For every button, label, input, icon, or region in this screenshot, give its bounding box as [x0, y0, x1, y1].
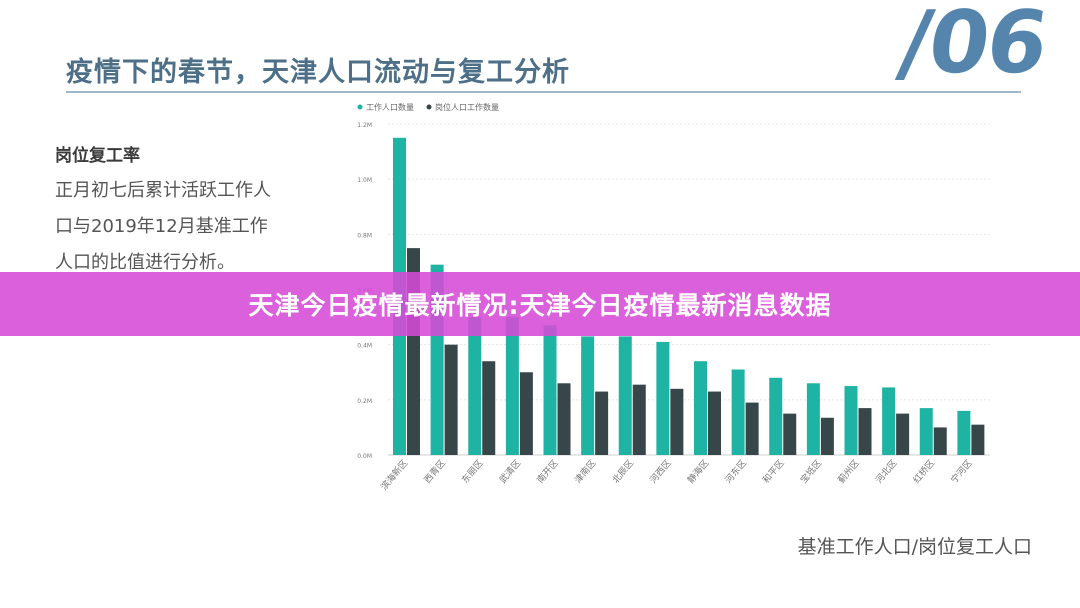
y-tick-label: 1.2M [357, 122, 372, 129]
y-tick-label: 0.4M [357, 343, 372, 350]
legend-marker [357, 104, 363, 110]
x-tick-label: 东丽区 [459, 457, 486, 485]
y-tick-label: 0.2M [357, 398, 372, 405]
bar [444, 344, 458, 455]
bar [745, 402, 759, 455]
bar [632, 384, 646, 455]
bar [769, 377, 783, 455]
bar [957, 410, 971, 455]
bar [694, 361, 707, 455]
bar [505, 317, 519, 455]
title-divider [66, 91, 1021, 93]
headline-banner-text: 天津今日疫情最新情况:天津今日疫情最新消息数据 [248, 291, 832, 320]
bar [581, 336, 595, 455]
y-tick-label: 1.0M [357, 177, 372, 184]
bar [783, 413, 797, 455]
bar [896, 413, 910, 455]
bar [482, 361, 496, 455]
x-tick-label: 北辰区 [610, 458, 636, 486]
bar [844, 386, 858, 455]
bar [595, 391, 609, 455]
bar [820, 417, 834, 455]
bar [618, 336, 632, 455]
y-tick-label: 0.8M [357, 232, 372, 239]
legend-marker [426, 104, 432, 110]
x-tick-label: 静海区 [685, 457, 712, 485]
bar [919, 408, 933, 455]
bar [708, 391, 721, 455]
bar [858, 408, 872, 455]
bar [882, 387, 896, 455]
x-tick-label: 西青区 [421, 457, 448, 485]
bar [656, 341, 670, 455]
y-tick-label: 0.0M [357, 453, 372, 460]
x-tick-label: 滨海新区 [378, 457, 410, 492]
legend-label: 工作人口数量 [366, 102, 414, 112]
bar [670, 388, 684, 455]
x-tick-label: 宝坻区 [798, 457, 825, 485]
side-description-line: 人口的比值进行分析。 [55, 252, 235, 273]
side-description-line: 口与2019年12月基准工作 [55, 216, 268, 237]
x-tick-label: 宁河区 [948, 457, 975, 485]
headline-banner: 天津今日疫情最新情况:天津今日疫情最新消息数据 [0, 272, 1080, 336]
bar [557, 383, 571, 455]
x-tick-label: 津南区 [572, 457, 599, 485]
x-tick-label: 和平区 [761, 458, 787, 486]
x-tick-label: 河西区 [647, 457, 674, 485]
x-tick-label: 红桥区 [910, 457, 937, 485]
x-tick-label: 河东区 [722, 457, 749, 485]
x-tick-label: 南开区 [534, 457, 561, 485]
bar [543, 325, 557, 455]
chart-footnote: 基准工作人口/岗位复工人口 [797, 536, 1032, 558]
bar [731, 369, 745, 455]
x-tick-label: 武清区 [497, 457, 524, 485]
x-tick-label: 河北区 [873, 457, 900, 485]
slide-title: 疫情下的春节，天津人口流动与复工分析 [66, 57, 570, 88]
bar [519, 372, 533, 455]
bar [933, 427, 947, 455]
side-description: 正月初七后累计活跃工作人 口与2019年12月基准工作 人口的比值进行分析。 [55, 173, 310, 281]
bar [971, 424, 985, 455]
x-tick-label: 蓟州区 [835, 457, 862, 485]
side-description-line: 正月初七后累计活跃工作人 [55, 180, 271, 201]
side-heading: 岗位复工率 [55, 146, 140, 166]
legend-label: 岗位人口工作数量 [435, 102, 499, 112]
bar [806, 383, 820, 455]
bar [468, 317, 482, 455]
